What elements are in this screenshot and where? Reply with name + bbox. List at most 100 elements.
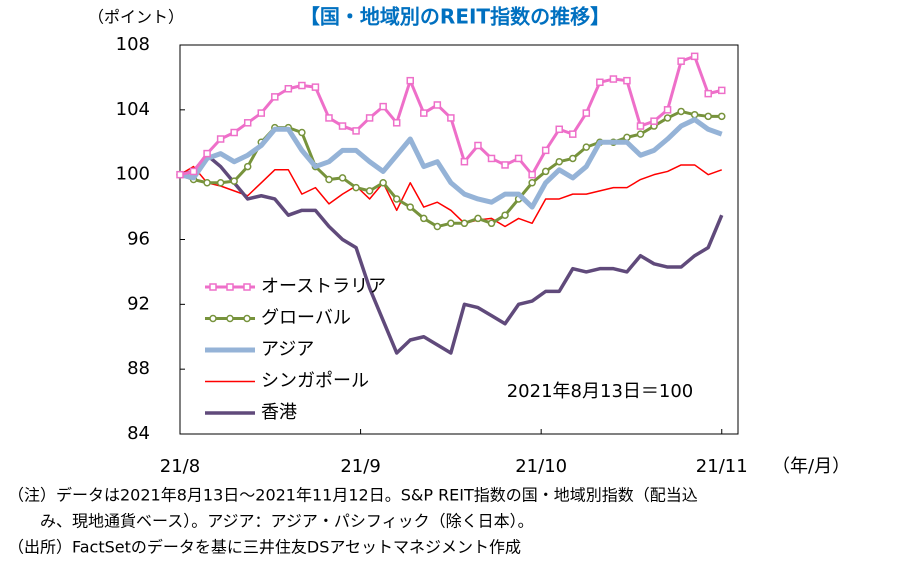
marker [209,283,217,291]
marker [690,52,699,61]
marker [555,157,563,166]
marker [230,177,238,185]
series-line [179,164,723,228]
marker [704,112,712,121]
marker [582,143,591,151]
marker [717,86,726,95]
y-tick-label: 100 [116,164,150,185]
marker [596,78,604,87]
marker [636,122,645,130]
marker [365,114,374,122]
marker [284,85,293,93]
marker [528,179,536,187]
marker [433,222,442,231]
y-axis-label: （ポイント） [88,8,184,27]
marker [352,127,360,135]
marker [379,179,387,187]
marker [243,162,252,171]
marker [636,130,645,138]
marker [392,119,401,127]
y-tick-label: 92 [127,293,150,314]
marker [298,128,306,137]
note: （注）データは2021年8月13日～2021年11月12日。S&P REIT指数… [8,486,698,505]
marker [271,93,279,101]
marker [433,101,442,109]
marker [623,133,631,142]
series-line [179,117,723,210]
marker [406,76,414,85]
marker [569,154,577,163]
y-tick-label: 88 [127,358,150,379]
marker [420,214,428,223]
marker [176,170,184,179]
marker [460,157,469,166]
note: （出所）FactSetのデータを基に三井住友DSアセットマネジメント作成 [8,538,521,557]
marker [514,154,523,163]
legend-label: グローバル [261,308,351,329]
marker [243,314,251,323]
x-axis-label: （年/月） [772,456,850,477]
marker [325,114,333,122]
marker [352,183,360,192]
marker [677,107,685,116]
marker [203,179,211,187]
marker [365,187,374,195]
marker [717,112,726,121]
marker [704,89,712,98]
marker [474,214,482,223]
marker [338,174,347,182]
marker [243,119,252,127]
marker [609,75,618,83]
marker [226,283,234,291]
marker [420,109,428,117]
y-tick-label: 84 [127,423,150,444]
marker [447,114,455,122]
marker [474,141,482,150]
marker [541,167,550,176]
series-line [179,153,724,355]
marker [243,283,251,291]
x-tick-label: 21/9 [340,456,380,477]
marker [501,211,509,219]
marker [487,154,496,163]
marker [189,167,198,176]
x-tick-label: 21/10 [515,456,567,477]
annotation: 2021年8月13日＝100 [507,381,694,402]
marker [325,175,333,184]
marker [690,110,699,119]
marker [569,130,577,138]
x-tick-label: 21/11 [696,456,748,477]
marker [216,179,225,187]
y-tick-label: 108 [116,34,150,55]
marker [541,146,550,155]
marker [677,57,685,65]
marker [528,170,536,179]
marker [663,106,672,114]
marker [663,114,672,122]
marker [379,102,387,111]
marker [209,314,217,323]
marker [447,219,455,228]
y-tick-label: 104 [116,99,150,120]
chart-title: 【国・地域別のREIT指数の推移】 [300,5,610,29]
marker [582,109,591,117]
note: み、現地通貨ベース）。アジア：アジア・パシフィック（除く日本）。 [40,512,534,531]
marker [501,161,509,169]
legend-label: オーストラリア [261,276,386,297]
legend-label: 香港 [261,402,297,423]
marker [623,76,631,85]
marker [338,122,347,130]
marker [226,314,234,323]
legend-label: シンガポール [261,371,369,392]
legend-label: アジア [261,339,314,360]
x-tick-label: 21/8 [160,456,200,477]
marker [555,125,563,134]
marker [203,149,211,158]
marker [392,195,401,203]
marker [406,203,414,211]
marker [216,135,225,143]
marker [298,81,306,90]
marker [257,109,266,117]
